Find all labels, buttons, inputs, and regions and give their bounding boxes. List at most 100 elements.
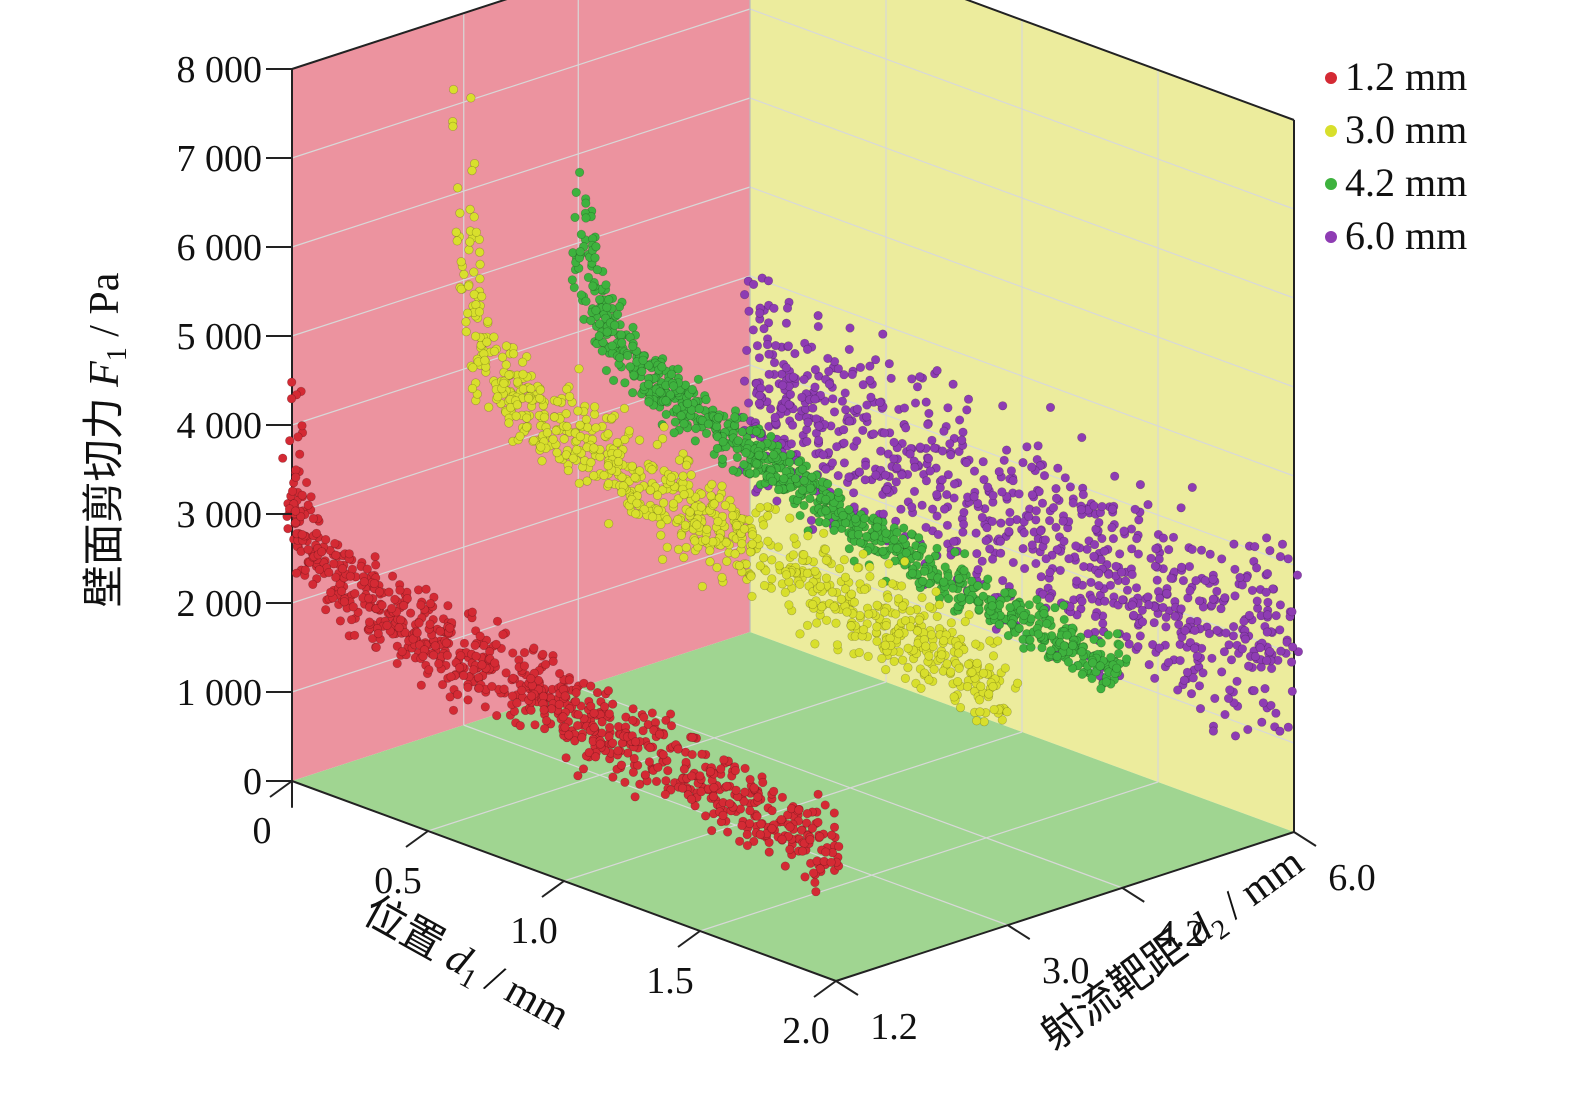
data-point	[345, 571, 356, 581]
data-point	[472, 389, 482, 399]
data-point	[759, 324, 769, 334]
data-point	[1189, 643, 1200, 653]
data-point	[1262, 627, 1272, 637]
data-point	[453, 183, 463, 193]
data-point	[474, 307, 485, 317]
z-axis-title: 壁面剪切力 F1 / Pa	[82, 272, 133, 607]
data-point	[963, 659, 974, 670]
data-point	[1237, 580, 1247, 590]
data-point	[526, 705, 536, 715]
data-point	[434, 659, 444, 669]
data-point	[917, 500, 927, 510]
data-point	[1195, 703, 1206, 714]
data-point	[578, 764, 589, 774]
data-point	[1019, 563, 1030, 574]
data-point	[1111, 561, 1121, 571]
data-point	[1219, 647, 1229, 657]
data-point	[597, 717, 607, 727]
data-point	[581, 198, 591, 208]
data-point	[778, 380, 788, 390]
data-point	[767, 476, 778, 486]
data-point	[615, 353, 625, 363]
data-point	[759, 580, 770, 591]
data-point	[1225, 685, 1235, 695]
data-point	[870, 355, 881, 365]
z-tick-label: 0	[243, 761, 262, 803]
data-point	[1108, 533, 1118, 544]
data-point	[1265, 646, 1275, 657]
x-tick	[405, 830, 429, 848]
data-point	[1208, 594, 1218, 604]
data-point	[523, 393, 534, 403]
data-point	[291, 568, 302, 578]
data-point	[504, 370, 514, 380]
data-point	[785, 844, 795, 855]
data-point	[459, 670, 469, 681]
data-point	[753, 792, 763, 802]
data-point	[599, 702, 610, 712]
data-point	[1288, 642, 1298, 652]
data-point	[1055, 565, 1065, 576]
data-point	[705, 546, 715, 556]
data-point	[573, 771, 583, 781]
data-point	[1117, 595, 1128, 605]
data-point	[1107, 504, 1118, 514]
data-point	[883, 593, 893, 603]
data-point	[858, 425, 868, 436]
data-point	[499, 684, 509, 694]
data-point	[608, 738, 618, 748]
data-point	[973, 564, 983, 575]
data-point	[1137, 605, 1147, 615]
data-point	[769, 358, 780, 368]
data-point	[537, 456, 547, 466]
data-point	[1149, 618, 1159, 628]
data-point	[589, 708, 599, 718]
data-point	[901, 423, 911, 433]
data-point	[687, 732, 697, 743]
data-point	[821, 555, 831, 565]
data-point	[932, 543, 942, 553]
data-point	[582, 422, 593, 432]
data-point	[846, 621, 856, 631]
data-point	[716, 764, 726, 774]
data-point	[861, 531, 872, 542]
data-point	[891, 609, 901, 619]
data-point	[858, 380, 868, 390]
grid-line-x-floor	[699, 781, 1159, 932]
data-point	[1088, 658, 1098, 668]
data-point	[921, 397, 931, 407]
data-point	[1286, 657, 1297, 667]
data-point	[300, 565, 311, 575]
data-point	[755, 308, 765, 318]
data-point	[900, 615, 911, 626]
grid-line-z-left	[291, 186, 751, 337]
data-point	[680, 520, 691, 530]
data-point	[554, 668, 565, 679]
data-point	[658, 498, 669, 508]
data-point	[1250, 541, 1260, 552]
data-point	[666, 472, 676, 483]
data-point	[663, 765, 673, 776]
data-point	[696, 502, 706, 512]
data-point	[287, 486, 298, 496]
data-point	[1161, 612, 1171, 622]
data-point	[872, 622, 882, 632]
data-point	[451, 227, 461, 237]
data-point	[350, 630, 360, 640]
data-point	[1060, 473, 1070, 483]
data-point	[1031, 506, 1041, 516]
data-point	[1251, 563, 1262, 573]
data-point	[1095, 661, 1105, 671]
data-point	[1018, 458, 1028, 468]
data-point	[661, 396, 671, 406]
data-point	[572, 445, 582, 455]
data-point	[1089, 501, 1099, 511]
data-point	[958, 527, 968, 537]
data-point	[560, 722, 570, 732]
data-point	[748, 325, 758, 335]
data-point	[949, 536, 959, 547]
data-point	[552, 448, 562, 458]
data-point	[1008, 476, 1018, 486]
data-point	[1173, 685, 1183, 695]
